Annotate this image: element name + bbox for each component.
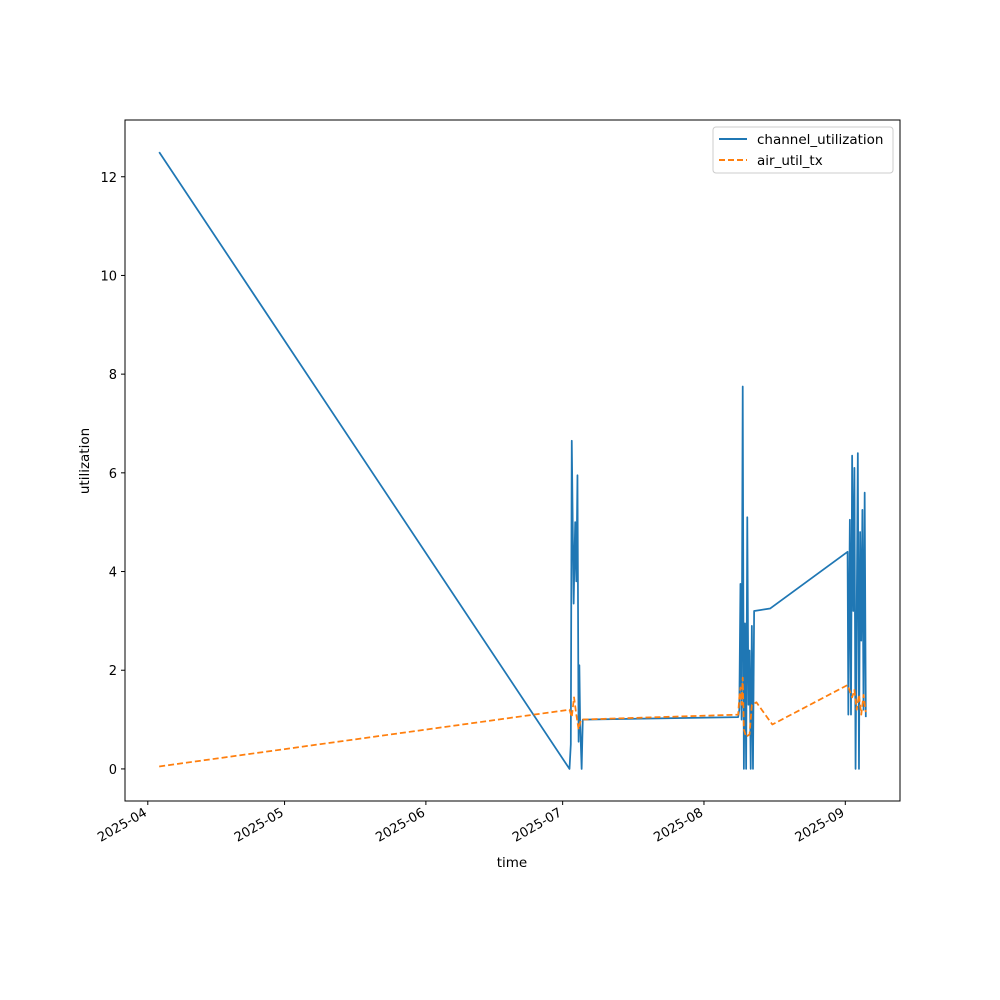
- plot-frame: [124, 119, 901, 802]
- legend: channel_utilization air_util_tx: [712, 126, 894, 174]
- x-axis-ticks: 2025-04 2025-05 2025-06 2025-07 2025-08 2025-…: [95, 801, 847, 846]
- x-tick-label: 2025-05: [232, 805, 287, 845]
- series-line-air-util-tx: [159, 676, 867, 768]
- y-tick-label: 8: [109, 368, 117, 383]
- x-tick-label: 2025-08: [651, 805, 706, 845]
- y-tick-label: 6: [109, 467, 117, 482]
- y-tick-label: 0: [109, 763, 117, 778]
- y-tick-label: 12: [100, 171, 117, 186]
- x-tick-label: 2025-06: [373, 805, 428, 845]
- legend-label-air-util-tx: air_util_tx: [757, 153, 823, 169]
- x-tick-label: 2025-04: [95, 805, 150, 845]
- y-axis-label: utilization: [77, 428, 93, 494]
- series-line-channel-utilization: [158, 151, 867, 770]
- y-axis-ticks: 0 2 4 6 8 10 12: [100, 171, 125, 778]
- series-layer: [158, 151, 867, 770]
- y-tick-label: 2: [109, 664, 117, 679]
- x-axis-label: time: [497, 855, 528, 871]
- legend-label-channel-utilization: channel_utilization: [757, 132, 884, 148]
- legend-box: [712, 126, 894, 174]
- x-tick-label: 2025-09: [793, 805, 848, 845]
- x-tick-label: 2025-07: [510, 805, 565, 845]
- y-tick-label: 4: [109, 566, 117, 581]
- y-tick-label: 10: [100, 269, 117, 284]
